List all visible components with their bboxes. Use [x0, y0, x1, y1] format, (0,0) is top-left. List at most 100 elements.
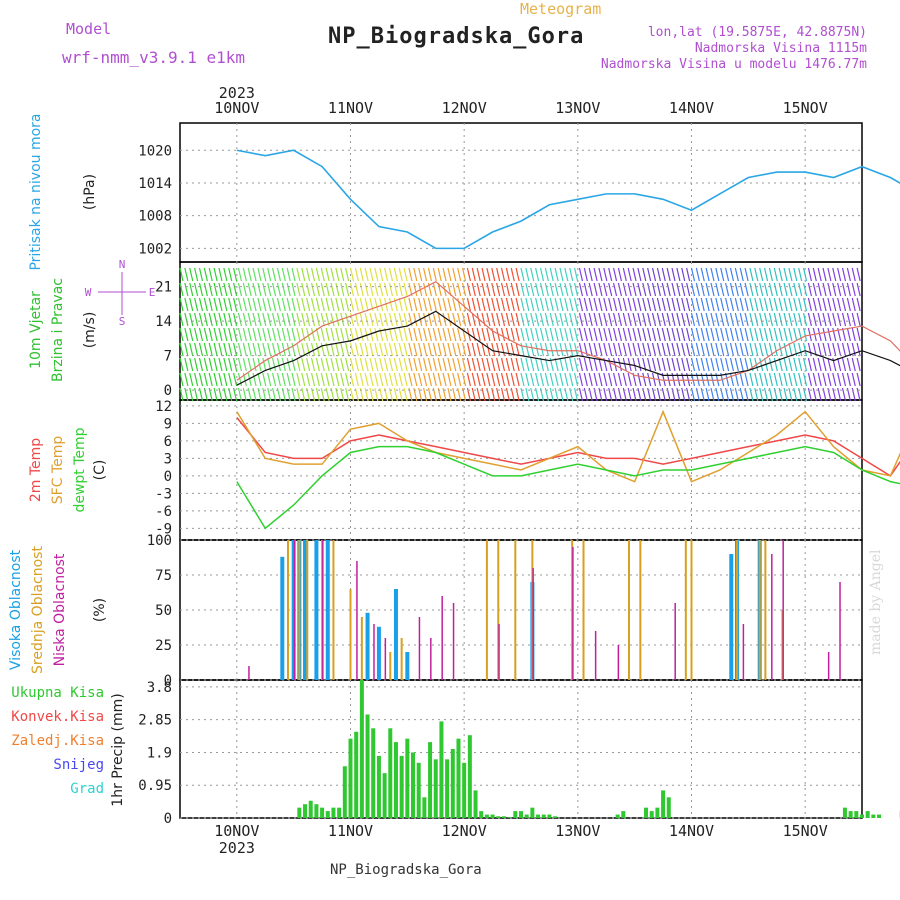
y-tick-label: 100: [147, 533, 172, 549]
wind-barb: [515, 327, 520, 342]
wind-speed-line: [236, 310, 900, 386]
wind-barb: [593, 357, 598, 372]
wind-barb: [398, 342, 403, 357]
precip-bar: [644, 807, 649, 818]
wind-barb: [481, 327, 486, 342]
wind-barb: [452, 327, 457, 342]
wind-barb: [422, 357, 428, 372]
wind-barb: [364, 387, 369, 402]
precip-bar: [456, 738, 461, 818]
cloud-low-bar: [293, 540, 296, 680]
wind-barb: [549, 327, 554, 342]
wind-barb: [539, 282, 545, 297]
precip-bar: [359, 680, 364, 818]
wind-barb: [354, 297, 359, 312]
wind-barb: [203, 342, 208, 357]
y-tick-label: 0: [164, 383, 172, 399]
wind-barb: [681, 327, 686, 342]
wind-barb: [481, 372, 486, 387]
wind-barb: [666, 357, 671, 372]
wind-barb: [437, 327, 442, 342]
wind-barb: [530, 267, 535, 282]
wind-barb: [651, 387, 657, 402]
wind-barb: [369, 282, 374, 297]
wind-barb: [846, 342, 851, 357]
precip-bar: [842, 807, 847, 818]
wind-barb: [754, 327, 759, 342]
wind-barb: [642, 342, 647, 357]
wind-barb: [530, 282, 535, 297]
wind-barb: [837, 342, 842, 357]
wind-barb: [617, 297, 623, 312]
wind-barb: [651, 267, 657, 282]
precip-bar: [860, 814, 864, 818]
wind-barb: [798, 327, 803, 342]
wind-barb: [388, 327, 394, 342]
wind-barb: [822, 342, 827, 357]
wind-barb: [345, 342, 350, 357]
wind-barb: [763, 342, 769, 357]
wind-barb: [252, 327, 257, 342]
wind-barb: [437, 372, 442, 387]
wind-barb: [608, 372, 613, 387]
wind-barb: [354, 312, 359, 327]
wind-barb: [578, 267, 584, 282]
wind-barb: [676, 387, 681, 402]
wind-barb: [822, 312, 827, 327]
wind-barb: [505, 387, 510, 402]
compass-west: W: [85, 286, 92, 299]
wind-barb: [179, 372, 184, 387]
wind-barb: [408, 342, 413, 357]
wind-barb: [739, 372, 744, 387]
wind-barb: [194, 342, 199, 357]
wind-barb: [627, 312, 632, 327]
wind-barb: [841, 297, 847, 312]
wind-barb: [471, 342, 476, 357]
wind-barb: [783, 312, 788, 327]
wind-barb: [320, 357, 325, 372]
wind-barb: [715, 312, 720, 327]
wind-barb: [437, 297, 442, 312]
wind-barb: [310, 357, 316, 372]
wind-barb: [286, 282, 291, 297]
cloud-low-bar: [498, 624, 500, 680]
wind-barb: [349, 312, 355, 327]
wind-barb: [622, 357, 627, 372]
wind-barb: [496, 387, 501, 402]
cloud-low-bar: [594, 631, 597, 680]
y-tick-label: -3: [155, 486, 172, 502]
wind-barb: [802, 282, 808, 297]
wind-barb: [447, 312, 452, 327]
wind-barb: [583, 372, 588, 387]
wind-barb: [720, 282, 725, 297]
wind-barb: [291, 282, 296, 297]
precip-bar: [501, 816, 506, 818]
wind-barb: [306, 297, 311, 312]
wind-barb: [500, 267, 506, 282]
cloud-high-bar: [405, 652, 410, 680]
wind-barb: [179, 267, 184, 282]
wind-barb: [681, 312, 686, 327]
wind-barb: [612, 267, 618, 282]
wind-barb: [345, 267, 350, 282]
wind-barb: [418, 267, 423, 282]
wind-barb: [301, 387, 306, 402]
wind-barb: [242, 282, 247, 297]
wind-barb: [559, 327, 564, 342]
wind-barb: [778, 342, 783, 357]
wind-barb: [817, 342, 822, 357]
wind-barb: [612, 282, 618, 297]
wind-barb: [754, 297, 759, 312]
wind-barb: [544, 282, 549, 297]
wind-barb: [242, 312, 247, 327]
wind-barb: [262, 387, 267, 402]
wind-barb: [841, 327, 847, 342]
wind-barb: [398, 282, 403, 297]
wind-barb: [452, 267, 457, 282]
wind-barb: [817, 372, 822, 387]
wind-barb: [734, 387, 739, 402]
wind-barb: [793, 267, 798, 282]
wind-barb: [710, 282, 715, 297]
wind-barb: [788, 297, 793, 312]
wind-barb: [213, 282, 218, 297]
